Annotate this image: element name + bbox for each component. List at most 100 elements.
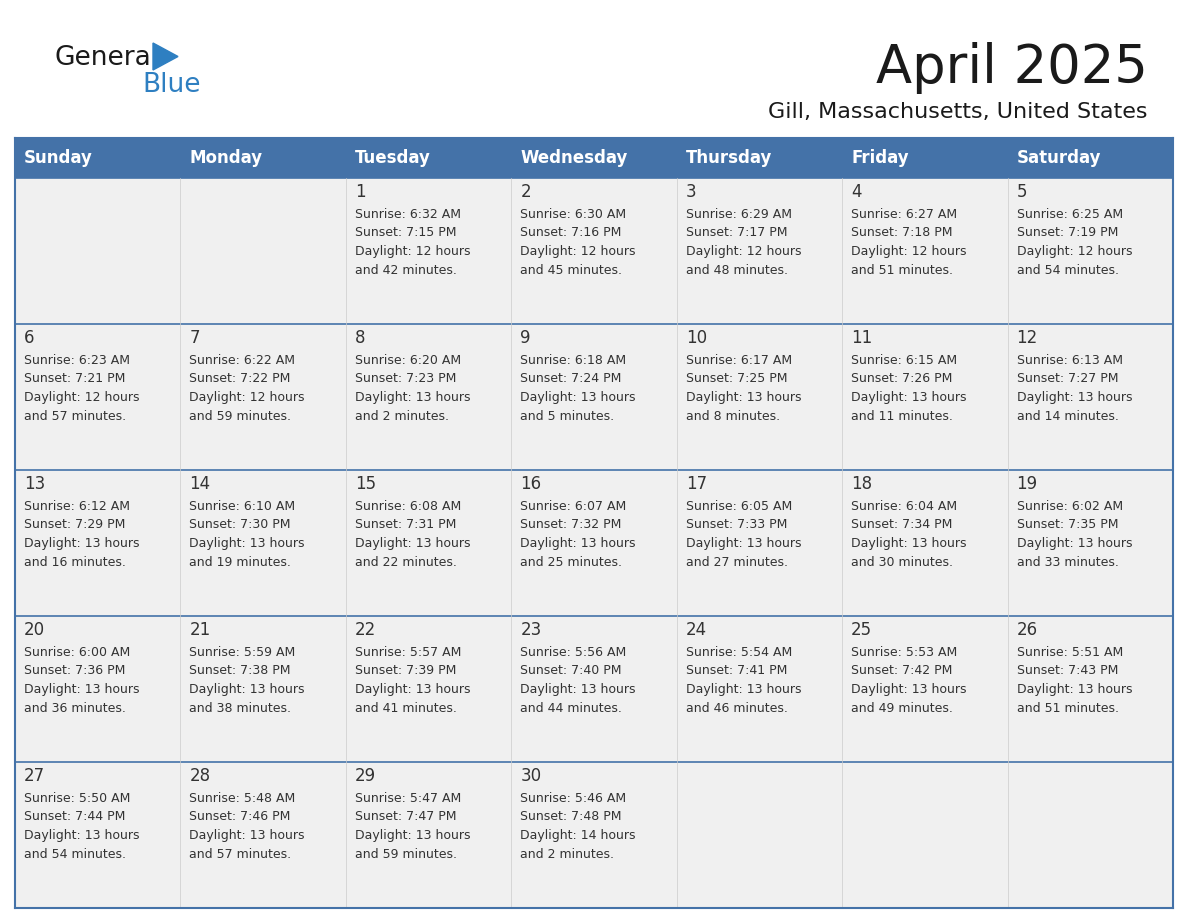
Bar — [1007, 616, 1173, 762]
Text: Sunrise: 6:29 AM
Sunset: 7:17 PM
Daylight: 12 hours
and 48 minutes.: Sunrise: 6:29 AM Sunset: 7:17 PM Dayligh… — [685, 208, 801, 276]
Text: 3: 3 — [685, 183, 696, 201]
Text: 28: 28 — [189, 767, 210, 785]
Text: Sunrise: 5:51 AM
Sunset: 7:43 PM
Daylight: 13 hours
and 51 minutes.: Sunrise: 5:51 AM Sunset: 7:43 PM Dayligh… — [1017, 646, 1132, 714]
Text: Sunrise: 5:59 AM
Sunset: 7:38 PM
Daylight: 13 hours
and 38 minutes.: Sunrise: 5:59 AM Sunset: 7:38 PM Dayligh… — [189, 646, 305, 714]
Text: 10: 10 — [685, 329, 707, 347]
Text: Sunrise: 6:00 AM
Sunset: 7:36 PM
Daylight: 13 hours
and 36 minutes.: Sunrise: 6:00 AM Sunset: 7:36 PM Dayligh… — [24, 646, 139, 714]
Text: Sunrise: 6:04 AM
Sunset: 7:34 PM
Daylight: 13 hours
and 30 minutes.: Sunrise: 6:04 AM Sunset: 7:34 PM Dayligh… — [851, 500, 967, 568]
Bar — [346, 178, 511, 324]
Text: Sunrise: 6:20 AM
Sunset: 7:23 PM
Daylight: 13 hours
and 2 minutes.: Sunrise: 6:20 AM Sunset: 7:23 PM Dayligh… — [355, 354, 470, 422]
Text: Sunrise: 5:48 AM
Sunset: 7:46 PM
Daylight: 13 hours
and 57 minutes.: Sunrise: 5:48 AM Sunset: 7:46 PM Dayligh… — [189, 792, 305, 860]
Bar — [346, 324, 511, 470]
Text: Sunrise: 6:02 AM
Sunset: 7:35 PM
Daylight: 13 hours
and 33 minutes.: Sunrise: 6:02 AM Sunset: 7:35 PM Dayligh… — [1017, 500, 1132, 568]
Text: 1: 1 — [355, 183, 366, 201]
Bar — [1007, 178, 1173, 324]
Text: Thursday: Thursday — [685, 149, 772, 167]
Bar — [181, 616, 346, 762]
Text: Friday: Friday — [851, 149, 909, 167]
Bar — [15, 616, 181, 762]
Text: General: General — [55, 45, 159, 71]
Bar — [15, 178, 181, 324]
Text: Sunrise: 5:50 AM
Sunset: 7:44 PM
Daylight: 13 hours
and 54 minutes.: Sunrise: 5:50 AM Sunset: 7:44 PM Dayligh… — [24, 792, 139, 860]
Text: April 2025: April 2025 — [876, 42, 1148, 94]
Bar — [15, 138, 1173, 178]
Text: 16: 16 — [520, 475, 542, 493]
Bar — [677, 178, 842, 324]
Bar — [15, 762, 181, 908]
Text: Monday: Monday — [189, 149, 263, 167]
Text: Sunrise: 6:25 AM
Sunset: 7:19 PM
Daylight: 12 hours
and 54 minutes.: Sunrise: 6:25 AM Sunset: 7:19 PM Dayligh… — [1017, 208, 1132, 276]
Text: 14: 14 — [189, 475, 210, 493]
Bar — [346, 616, 511, 762]
Text: 9: 9 — [520, 329, 531, 347]
Text: Sunrise: 5:53 AM
Sunset: 7:42 PM
Daylight: 13 hours
and 49 minutes.: Sunrise: 5:53 AM Sunset: 7:42 PM Dayligh… — [851, 646, 967, 714]
Text: Sunrise: 6:12 AM
Sunset: 7:29 PM
Daylight: 13 hours
and 16 minutes.: Sunrise: 6:12 AM Sunset: 7:29 PM Dayligh… — [24, 500, 139, 568]
Text: 26: 26 — [1017, 621, 1037, 639]
Text: 24: 24 — [685, 621, 707, 639]
Text: Sunrise: 6:10 AM
Sunset: 7:30 PM
Daylight: 13 hours
and 19 minutes.: Sunrise: 6:10 AM Sunset: 7:30 PM Dayligh… — [189, 500, 305, 568]
Text: 30: 30 — [520, 767, 542, 785]
Text: 12: 12 — [1017, 329, 1038, 347]
Text: 4: 4 — [851, 183, 861, 201]
Text: Sunrise: 5:47 AM
Sunset: 7:47 PM
Daylight: 13 hours
and 59 minutes.: Sunrise: 5:47 AM Sunset: 7:47 PM Dayligh… — [355, 792, 470, 860]
Bar — [677, 762, 842, 908]
Text: 13: 13 — [24, 475, 45, 493]
Bar — [511, 178, 677, 324]
Bar — [511, 470, 677, 616]
Text: 21: 21 — [189, 621, 210, 639]
Text: Sunrise: 5:46 AM
Sunset: 7:48 PM
Daylight: 14 hours
and 2 minutes.: Sunrise: 5:46 AM Sunset: 7:48 PM Dayligh… — [520, 792, 636, 860]
Text: Sunday: Sunday — [24, 149, 93, 167]
Bar — [1007, 762, 1173, 908]
Text: 25: 25 — [851, 621, 872, 639]
Bar — [181, 470, 346, 616]
Bar — [181, 178, 346, 324]
Bar — [677, 470, 842, 616]
Bar — [842, 324, 1007, 470]
Text: 2: 2 — [520, 183, 531, 201]
Bar — [677, 324, 842, 470]
Bar — [181, 762, 346, 908]
Text: Wednesday: Wednesday — [520, 149, 627, 167]
Text: 23: 23 — [520, 621, 542, 639]
Text: Sunrise: 6:22 AM
Sunset: 7:22 PM
Daylight: 12 hours
and 59 minutes.: Sunrise: 6:22 AM Sunset: 7:22 PM Dayligh… — [189, 354, 305, 422]
Bar — [842, 470, 1007, 616]
Text: 17: 17 — [685, 475, 707, 493]
Text: Sunrise: 6:07 AM
Sunset: 7:32 PM
Daylight: 13 hours
and 25 minutes.: Sunrise: 6:07 AM Sunset: 7:32 PM Dayligh… — [520, 500, 636, 568]
Text: Sunrise: 6:32 AM
Sunset: 7:15 PM
Daylight: 12 hours
and 42 minutes.: Sunrise: 6:32 AM Sunset: 7:15 PM Dayligh… — [355, 208, 470, 276]
Text: 15: 15 — [355, 475, 375, 493]
Bar — [511, 762, 677, 908]
Bar — [511, 324, 677, 470]
Text: Sunrise: 6:27 AM
Sunset: 7:18 PM
Daylight: 12 hours
and 51 minutes.: Sunrise: 6:27 AM Sunset: 7:18 PM Dayligh… — [851, 208, 967, 276]
Bar — [677, 616, 842, 762]
Text: Gill, Massachusetts, United States: Gill, Massachusetts, United States — [769, 102, 1148, 122]
Bar — [842, 762, 1007, 908]
Text: Sunrise: 6:15 AM
Sunset: 7:26 PM
Daylight: 13 hours
and 11 minutes.: Sunrise: 6:15 AM Sunset: 7:26 PM Dayligh… — [851, 354, 967, 422]
Polygon shape — [153, 43, 178, 70]
Text: Sunrise: 5:56 AM
Sunset: 7:40 PM
Daylight: 13 hours
and 44 minutes.: Sunrise: 5:56 AM Sunset: 7:40 PM Dayligh… — [520, 646, 636, 714]
Text: 8: 8 — [355, 329, 366, 347]
Text: 7: 7 — [189, 329, 200, 347]
Text: 22: 22 — [355, 621, 377, 639]
Bar — [15, 324, 181, 470]
Bar — [346, 762, 511, 908]
Text: Tuesday: Tuesday — [355, 149, 431, 167]
Text: 6: 6 — [24, 329, 34, 347]
Text: 19: 19 — [1017, 475, 1037, 493]
Bar — [511, 616, 677, 762]
Text: 29: 29 — [355, 767, 375, 785]
Text: Saturday: Saturday — [1017, 149, 1101, 167]
Text: Sunrise: 6:18 AM
Sunset: 7:24 PM
Daylight: 13 hours
and 5 minutes.: Sunrise: 6:18 AM Sunset: 7:24 PM Dayligh… — [520, 354, 636, 422]
Text: Sunrise: 6:08 AM
Sunset: 7:31 PM
Daylight: 13 hours
and 22 minutes.: Sunrise: 6:08 AM Sunset: 7:31 PM Dayligh… — [355, 500, 470, 568]
Bar — [346, 470, 511, 616]
Bar — [181, 324, 346, 470]
Text: Sunrise: 6:17 AM
Sunset: 7:25 PM
Daylight: 13 hours
and 8 minutes.: Sunrise: 6:17 AM Sunset: 7:25 PM Dayligh… — [685, 354, 801, 422]
Text: Blue: Blue — [143, 72, 201, 98]
Bar — [842, 616, 1007, 762]
Text: Sunrise: 6:13 AM
Sunset: 7:27 PM
Daylight: 13 hours
and 14 minutes.: Sunrise: 6:13 AM Sunset: 7:27 PM Dayligh… — [1017, 354, 1132, 422]
Text: 27: 27 — [24, 767, 45, 785]
Text: 11: 11 — [851, 329, 872, 347]
Bar — [1007, 324, 1173, 470]
Text: 20: 20 — [24, 621, 45, 639]
Text: Sunrise: 5:54 AM
Sunset: 7:41 PM
Daylight: 13 hours
and 46 minutes.: Sunrise: 5:54 AM Sunset: 7:41 PM Dayligh… — [685, 646, 801, 714]
Bar — [1007, 470, 1173, 616]
